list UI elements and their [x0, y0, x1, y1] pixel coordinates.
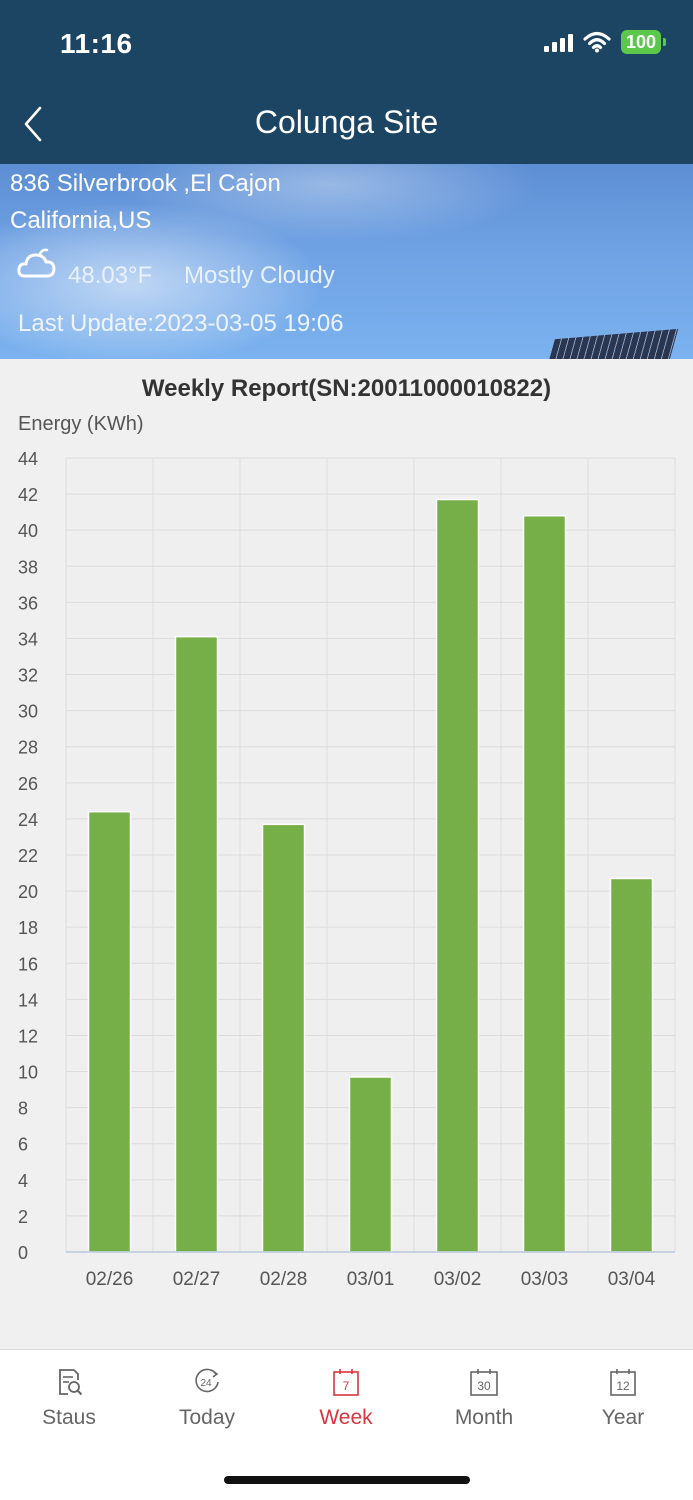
- calendar-year-icon: 12: [610, 1369, 636, 1396]
- bottom-tab-bar: Staus 24 Today 7 Week 30 Month: [0, 1349, 693, 1500]
- tab-week-label: Week: [319, 1406, 373, 1429]
- status-time: 11:16: [60, 28, 133, 59]
- y-tick-label: 2: [18, 1207, 28, 1227]
- calendar-month-badge: 30: [477, 1379, 491, 1393]
- y-tick-label: 24: [18, 810, 38, 830]
- y-tick-label: 28: [18, 738, 38, 758]
- y-tick-label: 42: [18, 485, 38, 505]
- y-tick-label: 10: [18, 1063, 38, 1083]
- clock-24-icon: 24: [195, 1368, 219, 1393]
- temperature: 48.03°F: [68, 262, 153, 289]
- tab-year-label: Year: [601, 1406, 645, 1429]
- y-tick-label: 34: [18, 629, 38, 649]
- bar-02-26: [87, 810, 132, 1253]
- weekly-report-chart: Weekly Report(SN:20011000010822) Energy …: [0, 359, 693, 1349]
- y-tick-label: 22: [18, 846, 38, 866]
- cellular-signal-icon: [543, 32, 573, 52]
- tab-today-label: Today: [178, 1406, 236, 1429]
- tab-month[interactable]: 30 Month: [429, 1366, 539, 1430]
- y-tick-label: 36: [18, 593, 38, 613]
- x-tick-label: 03/04: [608, 1269, 656, 1290]
- bar-03-02: [435, 498, 480, 1253]
- last-update: Last Update:2023-03-05 19:06: [18, 310, 344, 337]
- calendar-month-icon: 30: [470, 1369, 498, 1396]
- y-tick-label: 20: [18, 882, 38, 902]
- y-tick-label: 26: [18, 774, 38, 794]
- y-tick-label: 16: [18, 954, 38, 974]
- y-tick-label: 0: [18, 1243, 28, 1263]
- battery-indicator: 100: [620, 30, 667, 54]
- tab-month-label: Month: [454, 1406, 514, 1429]
- bar-03-03: [522, 514, 567, 1253]
- y-tick-label: 6: [18, 1135, 28, 1155]
- bar-03-01: [348, 1076, 393, 1253]
- calendar-year-badge: 12: [616, 1379, 630, 1393]
- bar-02-27: [174, 635, 219, 1253]
- tab-status-label: Staus: [42, 1406, 96, 1429]
- bar-02-28: [261, 823, 306, 1253]
- tab-week[interactable]: 7 Week: [291, 1366, 401, 1430]
- y-tick-label: 8: [18, 1099, 28, 1119]
- y-tick-label: 30: [18, 702, 38, 722]
- solar-panel-image: [543, 328, 679, 359]
- x-tick-label: 03/02: [434, 1269, 482, 1290]
- site-address-line2: California,US: [10, 207, 152, 234]
- page-title: Colunga Site: [254, 104, 439, 140]
- site-info-banner: 836 Silverbrook ,El Cajon California,US …: [0, 164, 693, 359]
- calendar-week-icon: 7: [333, 1369, 359, 1396]
- y-tick-label: 44: [18, 449, 38, 469]
- back-arrow-icon[interactable]: [22, 104, 46, 144]
- top-bar: 11:16 100 Colunga Site: [0, 0, 693, 164]
- y-axis-label: Energy (KWh): [18, 413, 144, 435]
- clock-24-badge: 24: [200, 1378, 212, 1389]
- cloudy-weather-icon: [17, 248, 56, 278]
- y-tick-label: 18: [18, 918, 38, 938]
- home-indicator: [224, 1476, 470, 1484]
- y-tick-label: 40: [18, 521, 38, 541]
- x-tick-label: 02/28: [260, 1269, 308, 1290]
- site-address-line1: 836 Silverbrook ,El Cajon: [10, 170, 281, 197]
- x-tick-label: 02/26: [86, 1269, 134, 1290]
- chart-title: Weekly Report(SN:20011000010822): [141, 375, 552, 402]
- banner-cloud: [0, 204, 320, 359]
- wifi-icon: [583, 31, 611, 53]
- y-tick-label: 12: [18, 1026, 38, 1046]
- calendar-week-badge: 7: [343, 1379, 350, 1393]
- y-tick-label: 14: [18, 990, 38, 1010]
- x-tick-label: 03/03: [521, 1269, 569, 1290]
- y-tick-label: 38: [18, 557, 38, 577]
- tab-year[interactable]: 12 Year: [568, 1366, 678, 1430]
- x-tick-label: 03/01: [347, 1269, 395, 1290]
- weather-condition: Mostly Cloudy: [184, 262, 335, 289]
- y-tick-label: 32: [18, 666, 38, 686]
- bar-03-04: [609, 877, 654, 1253]
- status-icons: 100: [543, 30, 667, 54]
- x-tick-label: 02/27: [173, 1269, 221, 1290]
- report-search-icon: [59, 1369, 83, 1396]
- tab-status[interactable]: Staus: [14, 1366, 124, 1430]
- y-tick-label: 4: [18, 1171, 28, 1191]
- tab-today[interactable]: 24 Today: [152, 1366, 262, 1430]
- bar-chart: 0246810121416182022242628303234363840424…: [18, 449, 676, 1290]
